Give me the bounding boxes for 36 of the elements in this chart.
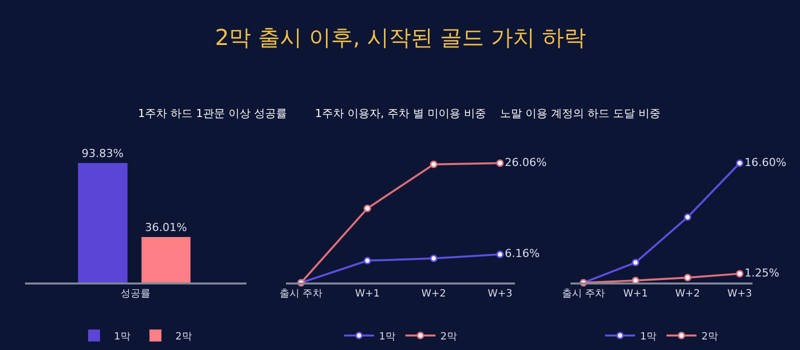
point	[364, 256, 372, 264]
x-tick-label: W+2	[421, 288, 446, 300]
x-tick-label: W+2	[675, 288, 700, 300]
point	[736, 159, 744, 167]
point	[430, 160, 438, 168]
legend-label: 2막	[701, 331, 718, 342]
legend-label: 1막	[114, 331, 130, 342]
chart-title: 1주차 하드 1관문 이상 성공률	[138, 107, 287, 120]
point	[736, 270, 744, 278]
chart-subtitle: 1주차 이용자, 주차 별 미이용 비중	[315, 107, 486, 120]
x-tick-label: 출시 주차	[279, 288, 323, 300]
point	[632, 258, 640, 266]
x-tick-label: W+1	[623, 288, 648, 300]
point	[684, 213, 692, 221]
data-label: 6.16%	[504, 247, 540, 260]
point	[496, 159, 504, 167]
data-label: 26.06%	[504, 156, 547, 169]
data-label: 1.25%	[744, 266, 780, 280]
point	[430, 254, 438, 262]
chart-title: 노말 이용 계정의 하드 도달 비중	[500, 107, 660, 120]
chart-title: 2막 출시 이후, 시작된 골드 가치 하락	[215, 26, 586, 51]
x-tick-label: W+3	[488, 288, 512, 300]
legend-label: 1막	[640, 331, 656, 342]
legend-label: 1막	[379, 331, 396, 342]
legend-label: 2막	[175, 331, 192, 342]
point	[364, 204, 372, 212]
data-label: 93.83%	[82, 147, 124, 160]
x-tick-label: W+3	[727, 288, 752, 300]
point	[684, 274, 692, 282]
data-label: 16.60%	[744, 156, 786, 169]
legend-label: 2막	[440, 331, 457, 342]
data-label: 36.01%	[144, 220, 187, 234]
point	[496, 250, 504, 258]
x-axis-title: 성공률	[120, 288, 151, 300]
x-tick-label: 출시 주차	[562, 288, 606, 300]
x-tick-label: W+1	[355, 288, 380, 300]
